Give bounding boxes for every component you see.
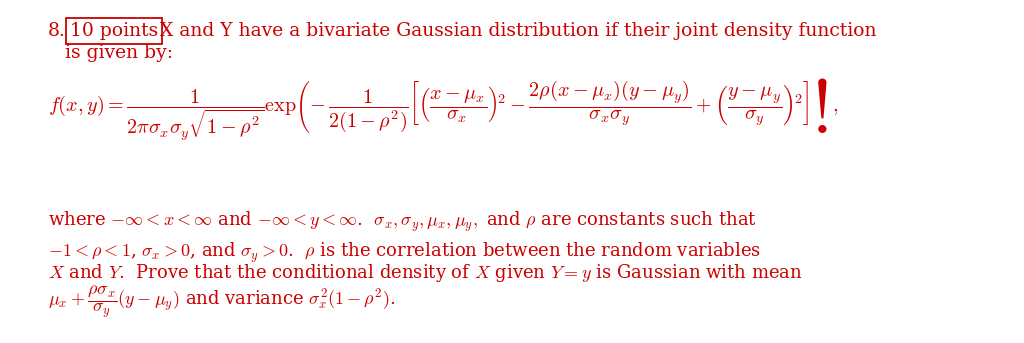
Text: $X$ and $Y$.  Prove that the conditional density of $X$ given $Y = y$ is Gaussia: $X$ and $Y$. Prove that the conditional …	[48, 262, 803, 284]
Text: X and Y have a bivariate Gaussian distribution if their joint density function: X and Y have a bivariate Gaussian distri…	[160, 22, 877, 40]
Text: $f(x, y) = \dfrac{1}{2\pi\sigma_x\sigma_y\sqrt{1-\rho^2}} \exp\!\left(-\,\dfrac{: $f(x, y) = \dfrac{1}{2\pi\sigma_x\sigma_…	[48, 77, 839, 143]
Text: $-1 < \rho < 1$, $\sigma_x > 0$, and $\sigma_y > 0$.  $\rho$ is the correlation : $-1 < \rho < 1$, $\sigma_x > 0$, and $\s…	[48, 241, 761, 265]
Text: $\mu_x + \dfrac{\rho\sigma_x}{\sigma_y}(y - \mu_y)$ and variance $\sigma_x^2(1 -: $\mu_x + \dfrac{\rho\sigma_x}{\sigma_y}(…	[48, 283, 395, 320]
Text: 10 points: 10 points	[70, 22, 159, 40]
Text: 8.: 8.	[48, 22, 66, 40]
Text: where $-\infty < x < \infty$ and $-\infty < y < \infty$.  $\sigma_x, \sigma_y, \: where $-\infty < x < \infty$ and $-\inft…	[48, 210, 757, 234]
Text: is given by:: is given by:	[65, 44, 173, 62]
